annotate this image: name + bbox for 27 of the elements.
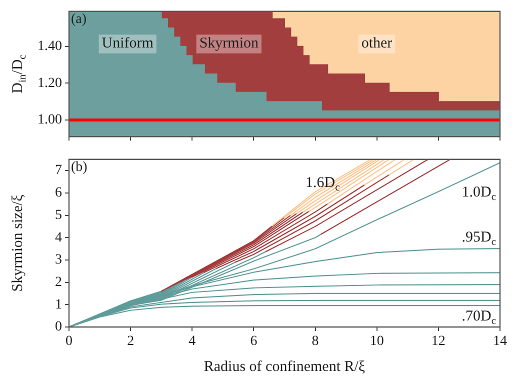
y-axis-title: Skyrmion size/ξ bbox=[10, 194, 26, 292]
x-tick-label: 6 bbox=[250, 334, 258, 350]
y-tick-label: 2 bbox=[55, 274, 62, 290]
annotation: (b) bbox=[71, 160, 88, 176]
y-tick-label: 6 bbox=[55, 186, 62, 201]
y-tick-label: 5 bbox=[55, 208, 62, 223]
y-tick-label: 3 bbox=[55, 252, 62, 268]
y-tick-label: 1.00 bbox=[38, 112, 62, 128]
y-tick-label: 4 bbox=[55, 230, 62, 246]
x-axis-title: Radius of confinement R/ξ bbox=[204, 358, 366, 375]
y-tick-label: 1 bbox=[55, 297, 62, 312]
series-label: Uniform bbox=[102, 36, 154, 52]
x-tick-label: 2 bbox=[127, 334, 134, 350]
x-tick-label: 14 bbox=[493, 334, 507, 350]
x-tick-label: 8 bbox=[312, 334, 319, 350]
x-tick-label: 12 bbox=[431, 334, 446, 350]
x-tick-label: 0 bbox=[66, 334, 72, 350]
x-tick-label: 10 bbox=[370, 334, 384, 350]
y-axis-title: Din/Dc bbox=[10, 54, 28, 94]
y-tick-label: 7 bbox=[55, 163, 62, 178]
x-tick-label: 4 bbox=[188, 334, 196, 350]
y-tick-label: 1.20 bbox=[38, 76, 62, 91]
annotation: (a) bbox=[71, 12, 87, 28]
series-label: other bbox=[361, 36, 392, 52]
series-label: Skyrmion bbox=[199, 36, 259, 52]
y-tick-label: 1.40 bbox=[38, 39, 62, 54]
y-tick-label: 0 bbox=[55, 320, 62, 335]
